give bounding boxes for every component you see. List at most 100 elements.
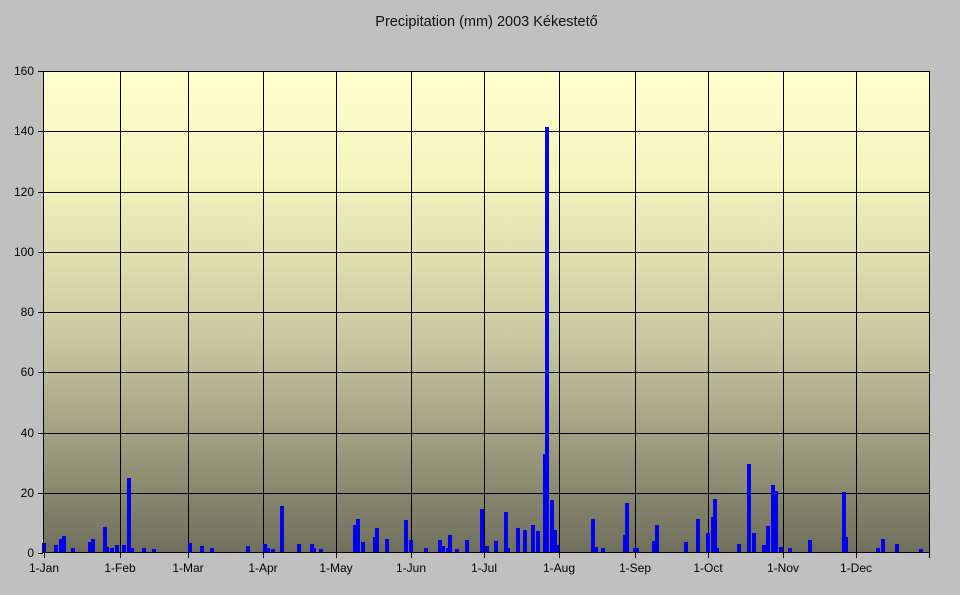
y-tick-label: 0 [27,546,34,560]
bar [635,547,639,553]
bar [504,512,508,553]
bar [127,477,131,553]
x-tick-mark [336,553,337,558]
gridline-horizontal [43,312,930,313]
bar [142,548,146,553]
bar [494,541,498,553]
bar [747,464,751,553]
y-tick-label: 100 [13,244,34,259]
bar [280,506,284,553]
bar [684,542,688,553]
bar [895,544,899,553]
bar [210,548,214,553]
bar [62,536,66,553]
bar [246,546,250,553]
bar [152,549,156,553]
bar [808,540,812,553]
bar [71,547,75,553]
bar [312,548,316,553]
bar [455,549,459,553]
y-tick-label: 80 [20,305,34,319]
y-tick-mark [38,191,43,193]
gridline-vertical [188,71,189,553]
bar [506,548,510,553]
gridline-horizontal [43,492,930,494]
bar [263,544,267,553]
bar [59,538,63,553]
bar [881,538,885,553]
bar [706,533,710,553]
y-tick-mark [38,312,43,313]
gridline-horizontal [43,251,930,253]
bar [271,549,275,553]
bar [591,518,595,553]
bar [601,548,605,553]
bar [771,484,775,553]
bar [536,531,540,553]
x-tick-label: 1-May [319,561,353,575]
bar [356,518,360,553]
bar [42,542,46,553]
bar [91,538,95,553]
gridline-horizontal [43,131,930,133]
bar [88,542,92,553]
bar [110,547,114,553]
gridline-vertical [411,71,412,553]
y-tick-label: 120 [13,184,34,199]
x-tick-label: 1-Jan [28,561,60,575]
x-tick-mark [929,553,930,558]
y-tick-mark [38,432,43,434]
bar [485,546,489,553]
x-tick-mark [411,553,412,558]
x-tick-label: 1-Dec [839,561,873,575]
bar [779,547,783,553]
bar [553,529,557,553]
bar [766,525,770,553]
y-tick-mark [38,251,43,253]
bar [842,491,846,553]
x-tick-mark [484,553,485,558]
x-tick-mark [44,553,45,558]
x-tick-mark [856,553,857,558]
x-tick-label: 1-Apr [248,561,278,575]
bar [752,533,756,553]
bar [361,541,365,553]
x-tick-mark [708,553,709,558]
bar [713,498,717,553]
x-tick-label: 1-Mar [172,561,204,575]
x-tick-mark [559,553,560,558]
gridline-horizontal [43,191,930,193]
bar [122,545,126,553]
gridline-vertical [484,71,485,553]
bar [465,540,469,553]
y-tick-label: 20 [20,485,34,500]
bar [438,540,442,553]
y-tick-mark [38,492,43,494]
bar [523,529,527,553]
y-tick-mark [38,372,43,374]
bar [844,536,848,553]
gridline-vertical [783,71,784,553]
gridline-vertical [336,71,337,553]
gridline-horizontal [43,372,930,374]
x-tick-mark [635,553,636,558]
bar [409,540,413,553]
bar [297,544,301,553]
gridline-horizontal [43,432,930,434]
bar [200,546,204,553]
bar [737,543,741,553]
bar [353,525,357,553]
x-tick-mark [120,553,121,558]
x-tick-label: 1-Jul [470,561,498,575]
bar [385,539,389,553]
bar [919,548,923,553]
y-tick-mark [38,131,43,133]
bar [531,524,535,553]
x-tick-mark [263,553,264,558]
bar [876,547,880,553]
bar [441,546,445,553]
bar [480,509,484,553]
chart-title: Precipitation (mm) 2003 Kékestető [375,14,598,30]
y-tick-label: 40 [20,425,34,440]
